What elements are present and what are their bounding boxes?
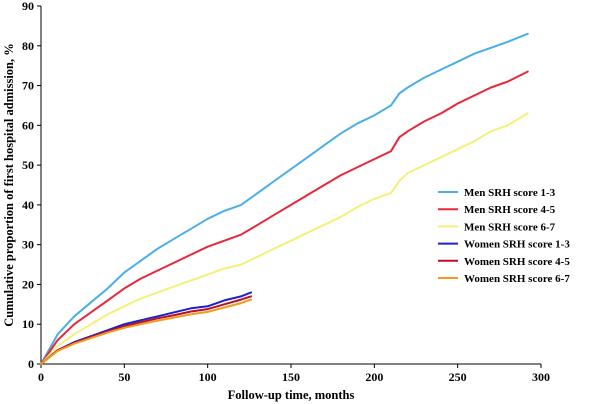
x-tick-label: 300 — [532, 370, 550, 384]
y-tick-label: 90 — [22, 0, 34, 13]
y-tick-label: 10 — [22, 317, 34, 331]
legend: Men SRH score 1-3 Men SRH score 4-5 Men SR… — [438, 187, 570, 285]
series-line-4 — [40, 291, 252, 365]
x-tick-label: 0 — [38, 370, 44, 384]
series-line-3 — [40, 112, 529, 365]
x-tick-label: 200 — [365, 370, 383, 384]
y-tick-label: 20 — [22, 277, 34, 291]
legend-label: Women SRH score 4-5 — [464, 256, 570, 268]
y-tick-label: 70 — [22, 79, 34, 93]
legend-label: Men SRH score 6-7 — [464, 221, 556, 233]
ticks: 0 50 100 150 200 250 300 0 10 20 30 40 50 60 70 80 90 — [22, 0, 550, 384]
y-tick-label: 50 — [22, 158, 34, 172]
series-line-6 — [40, 298, 252, 365]
x-axis-title: Follow-up time, months — [228, 388, 355, 402]
series-group — [40, 32, 529, 365]
legend-label: Men SRH score 4-5 — [464, 204, 556, 216]
y-tick-label: 0 — [28, 357, 34, 371]
y-tick-label: 40 — [22, 198, 34, 212]
x-tick-label: 50 — [118, 370, 130, 384]
y-axis-title: Cumulative proportion of first hospital … — [2, 43, 16, 326]
legend-label: Women SRH score 6-7 — [464, 273, 570, 285]
y-tick-label: 60 — [22, 118, 34, 132]
series-line-1 — [40, 32, 529, 365]
x-tick-label: 250 — [449, 370, 467, 384]
series-line-5 — [40, 295, 252, 365]
y-tick-label: 30 — [22, 238, 34, 252]
y-tick-label: 80 — [22, 39, 34, 53]
legend-label: Women SRH score 1-3 — [464, 239, 570, 251]
series-line-2 — [40, 70, 529, 365]
x-tick-label: 150 — [282, 370, 300, 384]
x-tick-label: 100 — [199, 370, 217, 384]
legend-label: Men SRH score 1-3 — [464, 187, 556, 199]
